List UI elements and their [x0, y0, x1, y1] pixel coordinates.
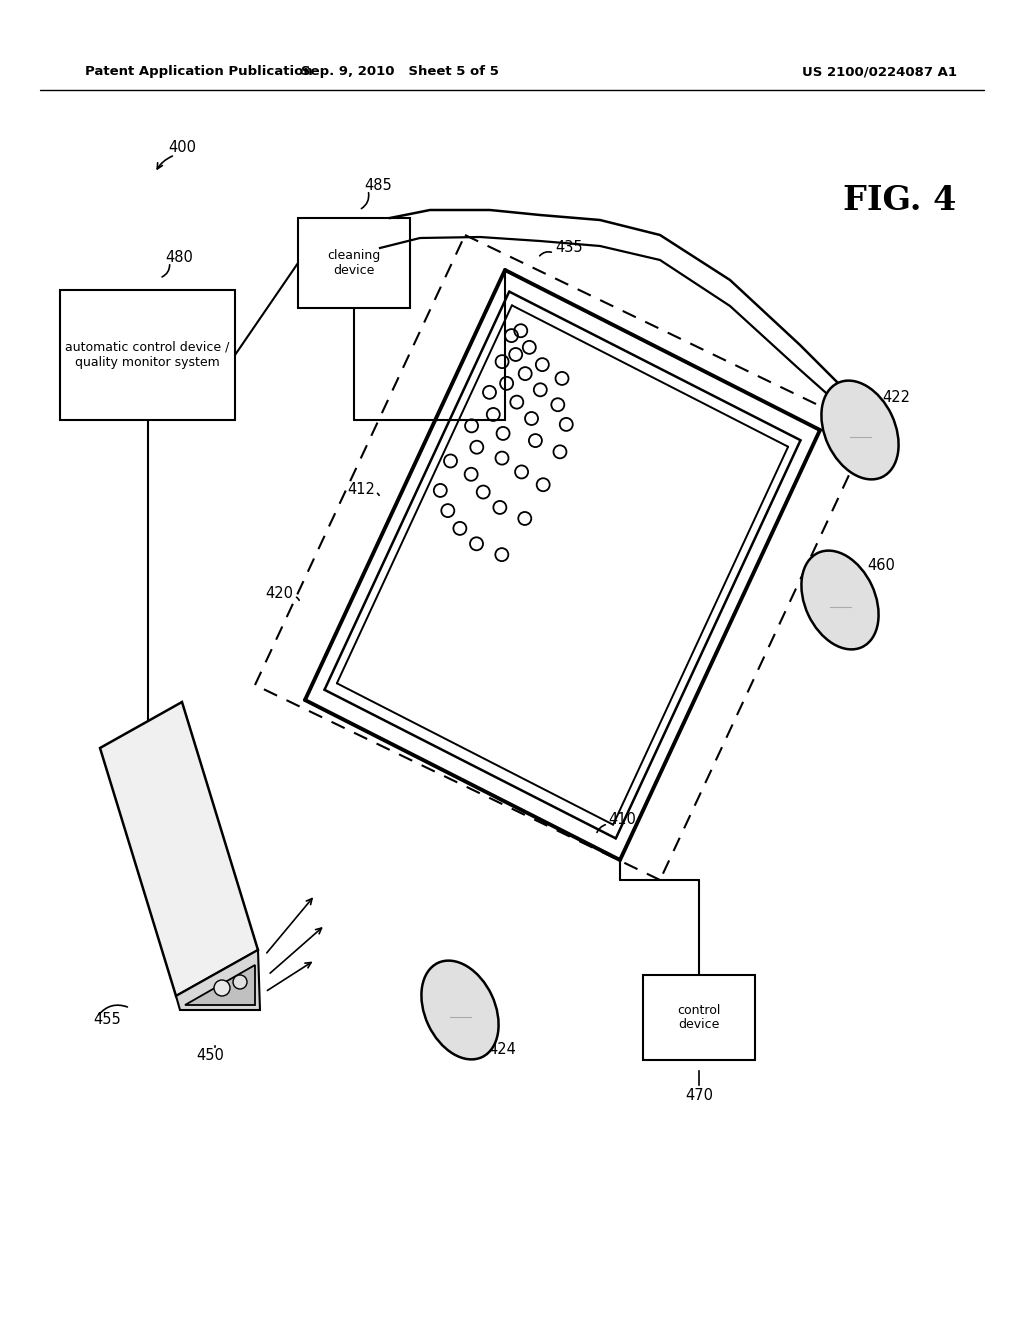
Text: Sep. 9, 2010   Sheet 5 of 5: Sep. 9, 2010 Sheet 5 of 5 [301, 66, 499, 78]
Text: 435: 435 [555, 240, 583, 256]
Text: 450: 450 [196, 1048, 224, 1063]
Text: 485: 485 [364, 177, 392, 193]
Text: 455: 455 [93, 1012, 121, 1027]
Text: 412: 412 [347, 483, 375, 498]
Text: FIG. 4: FIG. 4 [844, 183, 956, 216]
Text: US 2100/0224087 A1: US 2100/0224087 A1 [803, 66, 957, 78]
Bar [298, 218, 410, 308]
Polygon shape [100, 702, 258, 997]
Text: control
device: control device [677, 1003, 721, 1031]
Ellipse shape [422, 961, 499, 1060]
Ellipse shape [802, 550, 879, 649]
Circle shape [214, 979, 230, 997]
Text: 400: 400 [168, 140, 196, 156]
Text: 420: 420 [265, 586, 293, 601]
Text: 422: 422 [882, 391, 910, 405]
Text: Patent Application Publication: Patent Application Publication [85, 66, 312, 78]
Text: cleaning
device: cleaning device [328, 249, 381, 277]
Bar [643, 975, 755, 1060]
Ellipse shape [821, 380, 899, 479]
Polygon shape [176, 950, 260, 1010]
Text: 480: 480 [166, 251, 194, 265]
Text: automatic control device /
quality monitor system: automatic control device / quality monit… [66, 341, 229, 370]
Bar [60, 290, 234, 420]
Polygon shape [185, 965, 255, 1005]
Text: 460: 460 [867, 557, 895, 573]
Circle shape [233, 975, 247, 989]
Text: 470: 470 [685, 1088, 713, 1102]
Text: 424: 424 [488, 1043, 516, 1057]
Text: 410: 410 [608, 813, 636, 828]
